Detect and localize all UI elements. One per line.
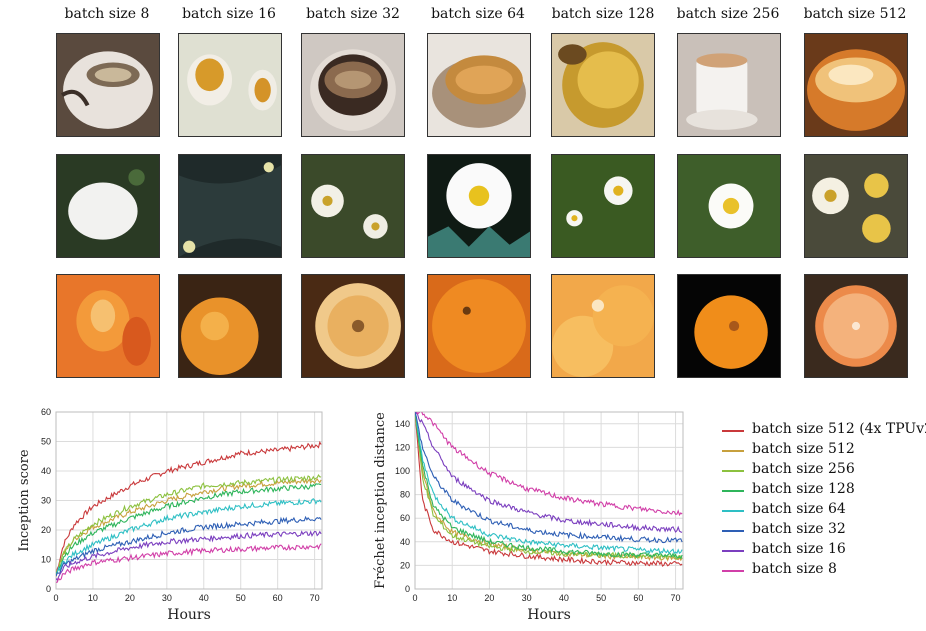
legend-swatch [722, 510, 744, 512]
series-line-batch-size-16 [415, 412, 683, 533]
x-axis-label: Hours [167, 607, 211, 623]
sample-espresso-bs64 [427, 33, 531, 137]
column-label-batch-8: batch size 8 [64, 6, 150, 22]
y-tick-label: 60 [400, 513, 410, 523]
legend-swatch [722, 550, 744, 552]
sample-orange-bs256 [677, 274, 781, 378]
sample-orange-bs32 [301, 274, 405, 378]
sample-espresso-bs8 [56, 33, 160, 137]
series-line-batch-size-128 [56, 483, 322, 574]
legend-swatch [722, 530, 744, 532]
x-tick-label: 0 [53, 593, 58, 603]
series-line-batch-size-8 [416, 412, 683, 517]
column-label-batch-64: batch size 64 [431, 6, 525, 22]
sample-espresso-bs512 [804, 33, 908, 137]
x-tick-label: 50 [596, 593, 606, 603]
x-tick-label: 10 [447, 593, 457, 603]
x-tick-label: 60 [273, 593, 283, 603]
sample-orange-bs8 [56, 274, 160, 378]
sample-orange-bs16 [178, 274, 282, 378]
legend-label: batch size 512 (4x TPUv2) [752, 421, 926, 437]
legend-label: batch size 64 [752, 501, 846, 517]
legend-label: batch size 8 [752, 561, 837, 577]
legend-swatch [722, 490, 744, 492]
series-line-batch-size-16 [56, 530, 322, 582]
series-line-batch-size-128 [415, 412, 683, 560]
series-line-batch-size-512-4x-tpuv2- [56, 440, 322, 575]
series-line-batch-size-256 [56, 473, 322, 575]
column-label-batch-16: batch size 16 [182, 6, 276, 22]
y-tick-label: 30 [41, 496, 51, 506]
x-tick-label: 70 [310, 593, 320, 603]
legend-label: batch size 128 [752, 481, 855, 497]
sample-espresso-bs16 [178, 33, 282, 137]
plot-frame [55, 411, 323, 590]
x-tick-label: 50 [236, 593, 246, 603]
series-line-batch-size-64 [415, 412, 683, 555]
y-axis-label: Fréchet inception distance [373, 412, 388, 589]
sample-daisy-bs64 [427, 154, 531, 258]
y-tick-label: 20 [41, 525, 51, 535]
x-tick-label: 20 [125, 593, 135, 603]
series-line-batch-size-64 [56, 498, 322, 576]
y-tick-label: 100 [395, 466, 410, 476]
legend-label: batch size 256 [752, 461, 855, 477]
plot-frame [414, 411, 684, 590]
sample-orange-bs512 [804, 274, 908, 378]
x-tick-label: 70 [671, 593, 681, 603]
y-tick-label: 50 [41, 437, 51, 447]
legend-swatch [722, 470, 744, 472]
series-line-batch-size-32 [415, 412, 683, 544]
y-tick-label: 40 [41, 466, 51, 476]
sample-orange-bs64 [427, 274, 531, 378]
legend-swatch [722, 450, 744, 452]
y-tick-label: 40 [400, 537, 410, 547]
x-axis-label: Hours [527, 607, 571, 623]
x-tick-label: 10 [88, 593, 98, 603]
y-tick-label: 80 [400, 490, 410, 500]
x-tick-label: 60 [633, 593, 643, 603]
sample-daisy-bs16 [178, 154, 282, 258]
sample-espresso-bs256 [677, 33, 781, 137]
legend-swatch [722, 570, 744, 572]
column-label-batch-128: batch size 128 [551, 6, 655, 22]
series-line-batch-size-512-4x-tpuv2- [415, 412, 683, 567]
column-label-batch-256: batch size 256 [676, 6, 780, 22]
y-tick-label: 140 [395, 419, 410, 429]
column-label-batch-32: batch size 32 [306, 6, 400, 22]
series-line-batch-size-512 [56, 478, 322, 577]
sample-espresso-bs32 [301, 33, 405, 137]
sample-daisy-bs32 [301, 154, 405, 258]
y-tick-label: 0 [405, 584, 410, 594]
y-tick-label: 10 [41, 555, 51, 565]
series-line-batch-size-256 [415, 412, 683, 561]
sample-daisy-bs8 [56, 154, 160, 258]
sample-daisy-bs512 [804, 154, 908, 258]
sample-espresso-bs128 [551, 33, 655, 137]
x-tick-label: 30 [162, 593, 172, 603]
x-tick-label: 40 [559, 593, 569, 603]
y-tick-label: 20 [400, 560, 410, 570]
legend-label: batch size 512 [752, 441, 855, 457]
series-line-batch-size-8 [56, 543, 322, 583]
series-line-batch-size-32 [56, 515, 322, 577]
legend-swatch [722, 430, 744, 432]
x-tick-label: 40 [199, 593, 209, 603]
y-tick-label: 60 [41, 407, 51, 417]
legend-label: batch size 32 [752, 521, 846, 537]
y-tick-label: 0 [46, 584, 51, 594]
x-tick-label: 30 [522, 593, 532, 603]
y-tick-label: 120 [395, 442, 410, 452]
x-tick-label: 0 [412, 593, 417, 603]
sample-daisy-bs128 [551, 154, 655, 258]
x-tick-label: 20 [484, 593, 494, 603]
sample-daisy-bs256 [677, 154, 781, 258]
y-axis-label: Inception score [17, 449, 32, 552]
sample-orange-bs128 [551, 274, 655, 378]
legend-label: batch size 16 [752, 541, 846, 557]
column-label-batch-512: batch size 512 [803, 6, 907, 22]
